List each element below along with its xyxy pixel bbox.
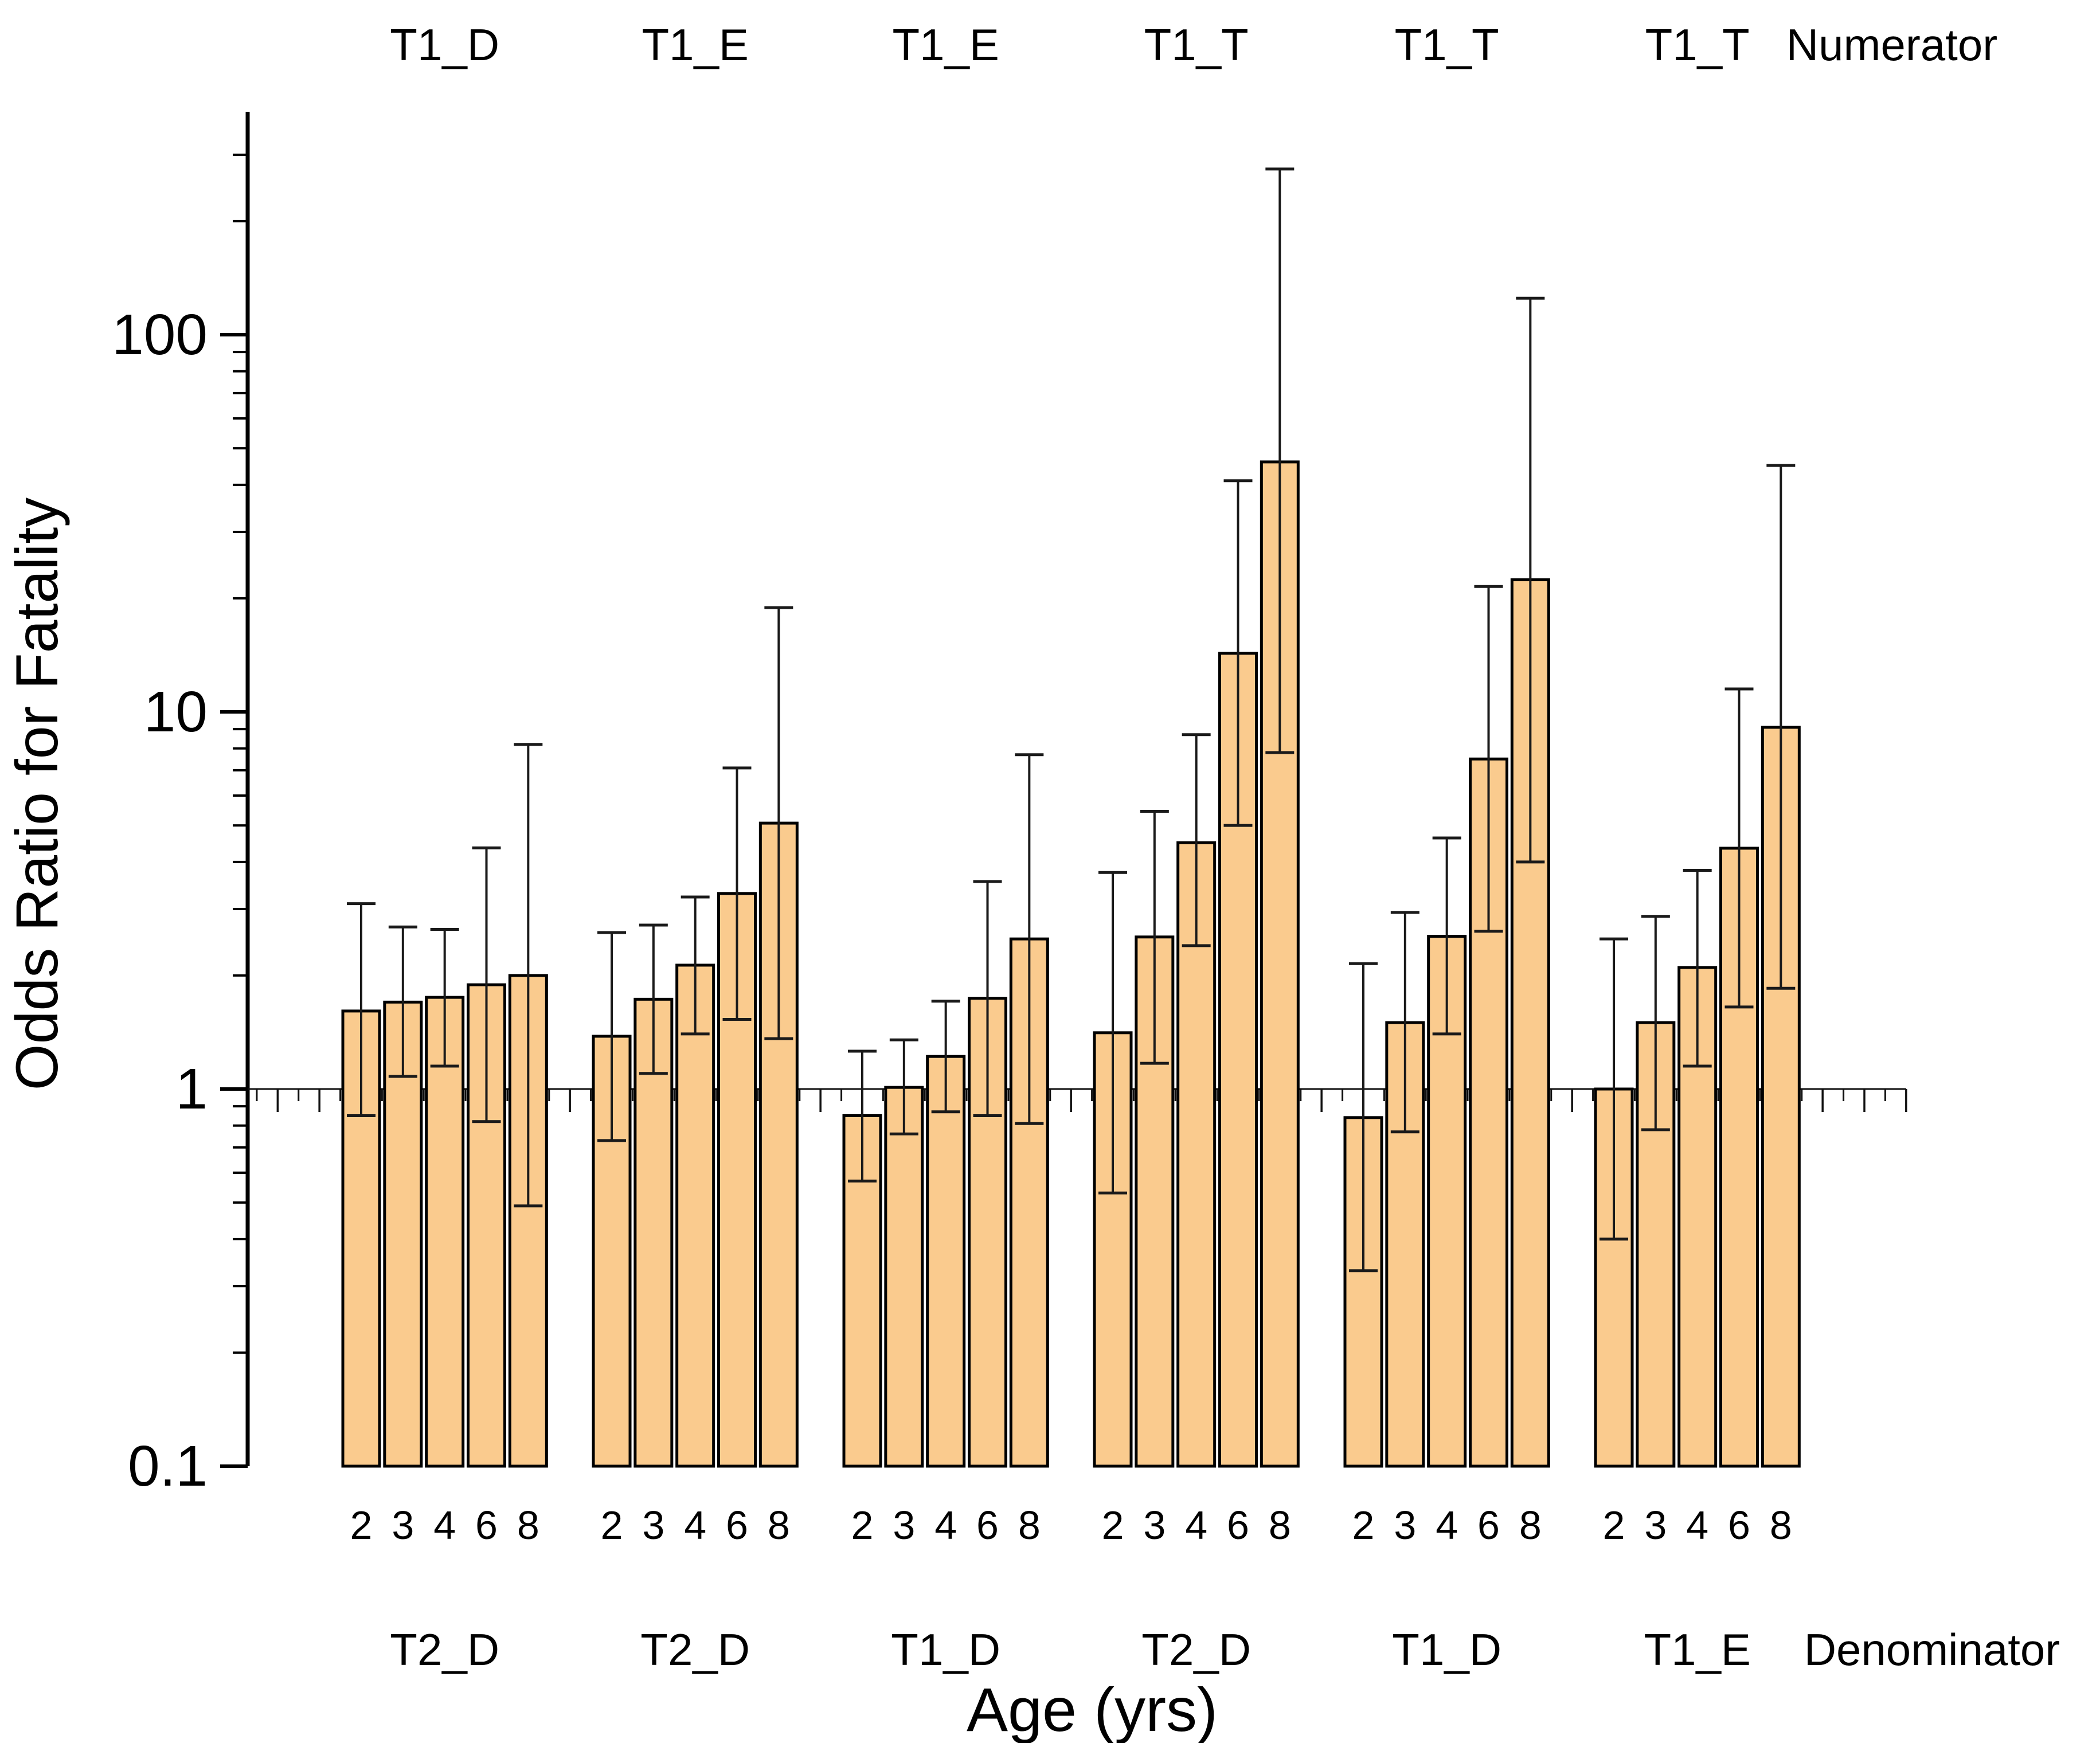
numerator-group-label: T1_T (1645, 19, 1750, 70)
age-tick-label: 6 (1477, 1503, 1500, 1548)
denominator-group-label: T2_D (1141, 1624, 1251, 1675)
y-tick-label: 0.1 (128, 1434, 208, 1498)
age-tick-label: 4 (433, 1503, 456, 1548)
age-tick-label: 3 (392, 1503, 414, 1548)
age-tick-label: 3 (1644, 1503, 1667, 1548)
bar (383, 1000, 423, 1468)
age-tick-label: 6 (475, 1503, 498, 1548)
age-tick-label: 2 (1102, 1503, 1124, 1548)
age-tick-label: 4 (684, 1503, 706, 1548)
age-tick-label: 8 (1269, 1503, 1291, 1548)
denominator-group-label: T1_E (1644, 1624, 1750, 1675)
age-tick-label: 8 (1018, 1503, 1041, 1548)
age-tick-label: 8 (517, 1503, 539, 1548)
age-tick-label: 2 (350, 1503, 373, 1548)
y-tick-label: 1 (175, 1057, 208, 1121)
x-axis-title: Age (yrs) (967, 1675, 1218, 1743)
numerator-end-label: Numerator (1786, 19, 1997, 70)
age-tick-label: 3 (642, 1503, 664, 1548)
numerator-group-label: T1_E (642, 19, 748, 70)
age-tick-label: 3 (1143, 1503, 1166, 1548)
numerator-group-label: T1_D (390, 19, 499, 70)
age-tick-label: 4 (1436, 1503, 1458, 1548)
age-tick-label: 8 (1519, 1503, 1542, 1548)
age-tick-label: 6 (1227, 1503, 1249, 1548)
y-tick-label: 10 (144, 680, 208, 744)
age-tick-label: 3 (1394, 1503, 1416, 1548)
denominator-group-label: T2_D (640, 1624, 750, 1675)
age-tick-label: 4 (934, 1503, 957, 1548)
age-tick-label: 6 (1728, 1503, 1750, 1548)
denominator-group-label: T1_D (1392, 1624, 1501, 1675)
age-tick-label: 4 (1185, 1503, 1207, 1548)
bar (425, 996, 465, 1468)
denominator-group-label: T1_D (891, 1624, 1000, 1675)
age-tick-label: 8 (1770, 1503, 1792, 1548)
numerator-group-label: T1_T (1144, 19, 1249, 70)
age-tick-label: 6 (976, 1503, 999, 1548)
bar (508, 974, 548, 1468)
y-axis-title: Odds Ratio for Fatality (4, 498, 71, 1091)
bar (675, 963, 715, 1468)
age-tick-label: 8 (768, 1503, 790, 1548)
y-tick-label: 100 (112, 303, 208, 367)
age-tick-label: 2 (1603, 1503, 1625, 1548)
age-tick-label: 4 (1686, 1503, 1708, 1548)
numerator-group-label: T1_T (1395, 19, 1499, 70)
numerator-group-label: T1_E (892, 19, 999, 70)
bar (926, 1055, 966, 1468)
denominator-end-label: Denominator (1804, 1624, 2060, 1675)
denominator-group-label: T2_D (390, 1624, 499, 1675)
age-tick-label: 3 (893, 1503, 915, 1548)
age-tick-label: 2 (601, 1503, 623, 1548)
bar (884, 1086, 924, 1468)
age-tick-label: 2 (851, 1503, 874, 1548)
age-tick-label: 2 (1352, 1503, 1375, 1548)
age-tick-label: 6 (726, 1503, 748, 1548)
